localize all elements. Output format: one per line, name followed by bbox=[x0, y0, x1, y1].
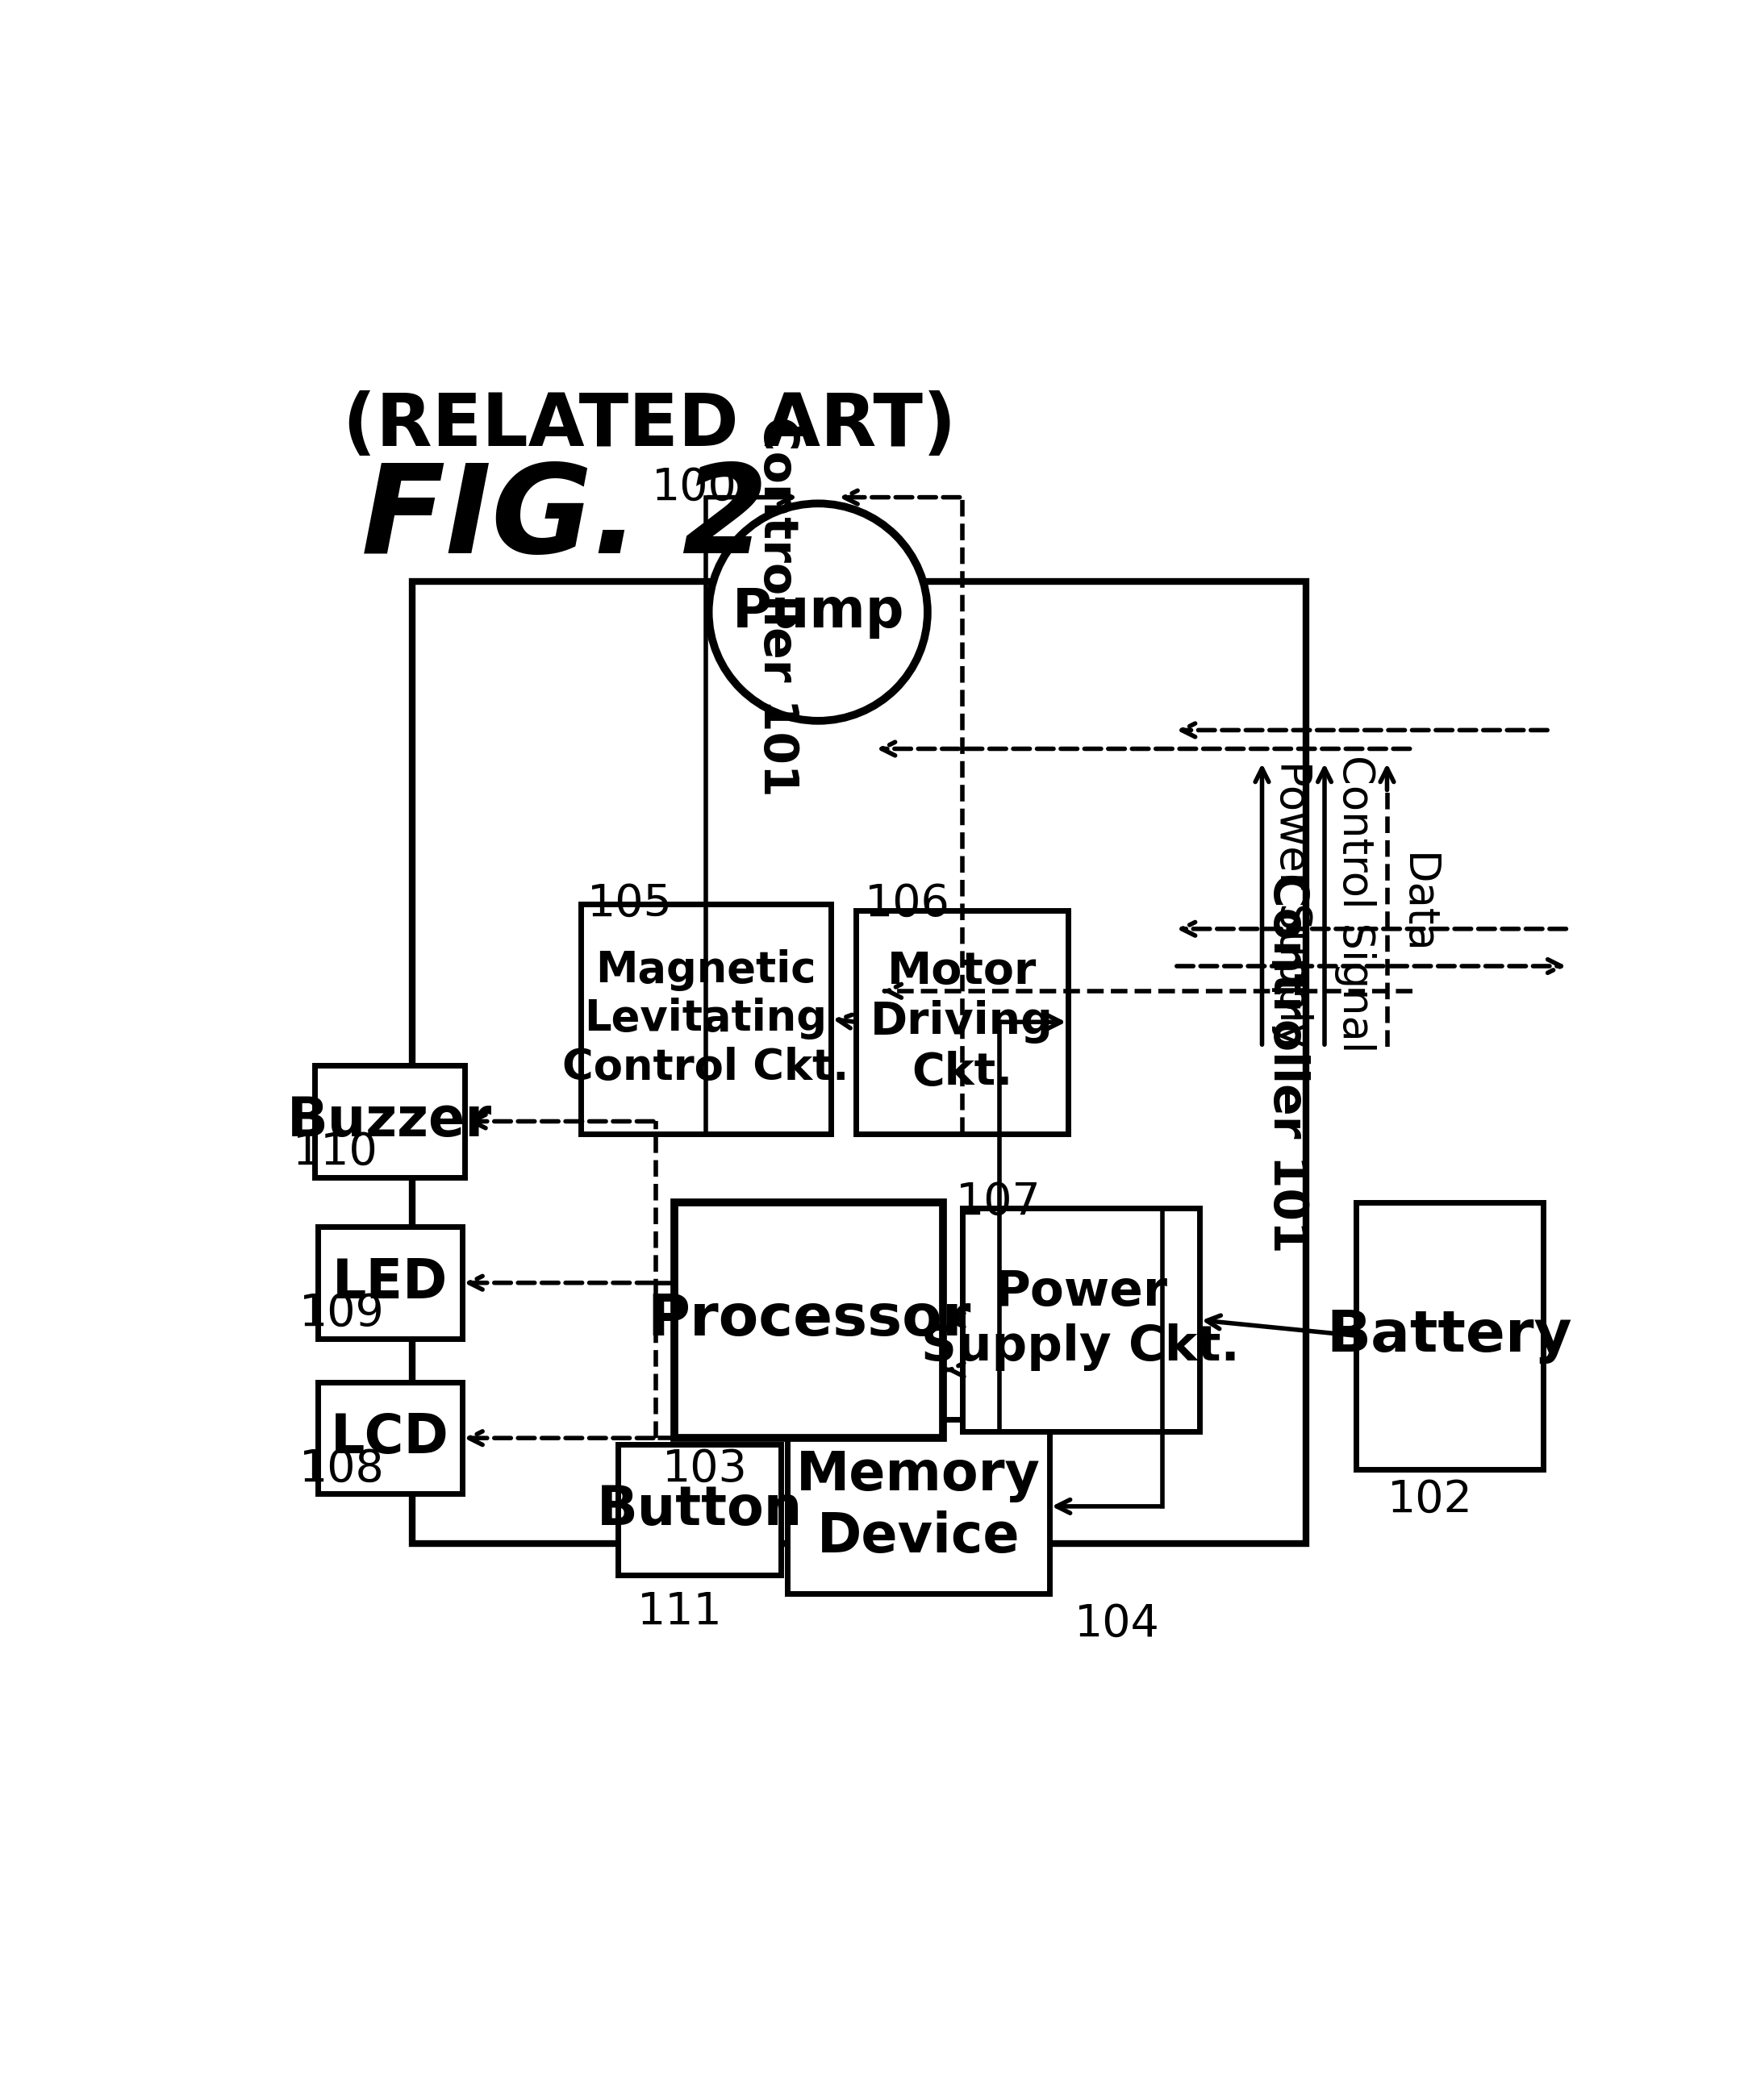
Text: LCD: LCD bbox=[331, 1411, 450, 1464]
Text: 111: 111 bbox=[637, 1590, 722, 1634]
Text: FIG. 2: FIG. 2 bbox=[361, 460, 769, 580]
Text: 105: 105 bbox=[586, 882, 671, 926]
Bar bbox=[856, 909, 1069, 1134]
Text: Pump: Pump bbox=[732, 586, 905, 638]
Text: 107: 107 bbox=[956, 1180, 1041, 1224]
Bar bbox=[617, 1445, 781, 1575]
Text: 100: 100 bbox=[652, 466, 738, 510]
Text: Controller 101: Controller 101 bbox=[1264, 871, 1310, 1252]
Bar bbox=[317, 1226, 462, 1338]
Text: Magnetic
Levitating
Control Ckt.: Magnetic Levitating Control Ckt. bbox=[562, 949, 849, 1088]
Text: Memory
Device: Memory Device bbox=[795, 1449, 1041, 1564]
Bar bbox=[316, 1065, 466, 1178]
Text: 110: 110 bbox=[293, 1130, 378, 1174]
Text: Controller 101: Controller 101 bbox=[753, 416, 800, 796]
Text: 109: 109 bbox=[300, 1292, 385, 1336]
Bar bbox=[675, 1201, 944, 1438]
Bar bbox=[787, 1420, 1050, 1594]
Text: 108: 108 bbox=[300, 1447, 385, 1491]
Text: LED: LED bbox=[331, 1256, 448, 1310]
Circle shape bbox=[708, 504, 928, 720]
Text: Button: Button bbox=[596, 1483, 802, 1535]
Text: Power Supply: Power Supply bbox=[1271, 760, 1313, 1048]
Text: Buzzer: Buzzer bbox=[288, 1094, 492, 1149]
Bar bbox=[1355, 1201, 1543, 1470]
Text: Power
Supply Ckt.: Power Supply Ckt. bbox=[921, 1268, 1240, 1371]
Bar bbox=[412, 582, 1306, 1544]
Text: 102: 102 bbox=[1386, 1478, 1472, 1522]
Text: Control Signal: Control Signal bbox=[1334, 756, 1376, 1052]
Text: (RELATED ART): (RELATED ART) bbox=[344, 391, 956, 462]
Text: 106: 106 bbox=[865, 882, 950, 926]
Text: Battery: Battery bbox=[1327, 1308, 1573, 1363]
Bar bbox=[963, 1208, 1200, 1432]
Text: Processor: Processor bbox=[647, 1292, 971, 1348]
Bar bbox=[317, 1382, 462, 1493]
Bar bbox=[581, 903, 830, 1134]
Text: Data: Data bbox=[1397, 853, 1439, 956]
Text: Motor
Driving
Ckt.: Motor Driving Ckt. bbox=[870, 949, 1053, 1094]
Text: 103: 103 bbox=[663, 1447, 746, 1491]
Text: 104: 104 bbox=[1074, 1602, 1160, 1646]
